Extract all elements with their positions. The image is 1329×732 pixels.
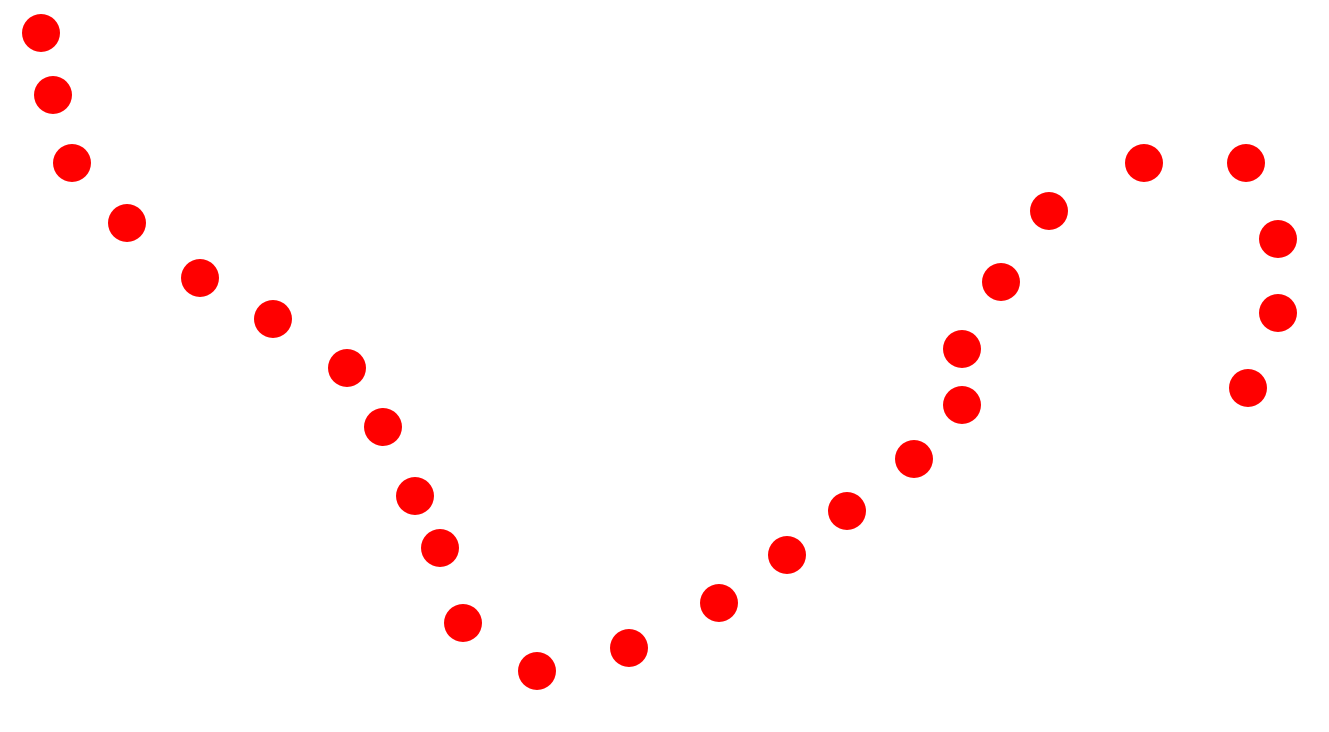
data-point-5 — [181, 259, 219, 297]
data-point-22 — [1125, 144, 1163, 182]
data-point-14 — [700, 584, 738, 622]
data-point-21 — [1030, 192, 1068, 230]
data-point-24 — [1259, 220, 1297, 258]
data-point-23 — [1227, 144, 1265, 182]
data-point-2 — [34, 76, 72, 114]
data-point-9 — [396, 477, 434, 515]
data-point-12 — [518, 652, 556, 690]
data-point-10 — [421, 529, 459, 567]
data-point-8 — [364, 408, 402, 446]
data-point-19 — [943, 330, 981, 368]
data-point-11 — [444, 604, 482, 642]
data-point-18 — [943, 386, 981, 424]
data-point-20 — [982, 263, 1020, 301]
data-point-15 — [768, 536, 806, 574]
data-point-16 — [828, 492, 866, 530]
data-point-17 — [895, 440, 933, 478]
data-point-7 — [328, 349, 366, 387]
points-layer — [22, 14, 1297, 690]
data-point-13 — [610, 629, 648, 667]
data-point-3 — [53, 144, 91, 182]
data-point-4 — [108, 204, 146, 242]
data-point-26 — [1229, 369, 1267, 407]
data-point-1 — [22, 14, 60, 52]
data-point-25 — [1259, 294, 1297, 332]
data-point-6 — [254, 300, 292, 338]
